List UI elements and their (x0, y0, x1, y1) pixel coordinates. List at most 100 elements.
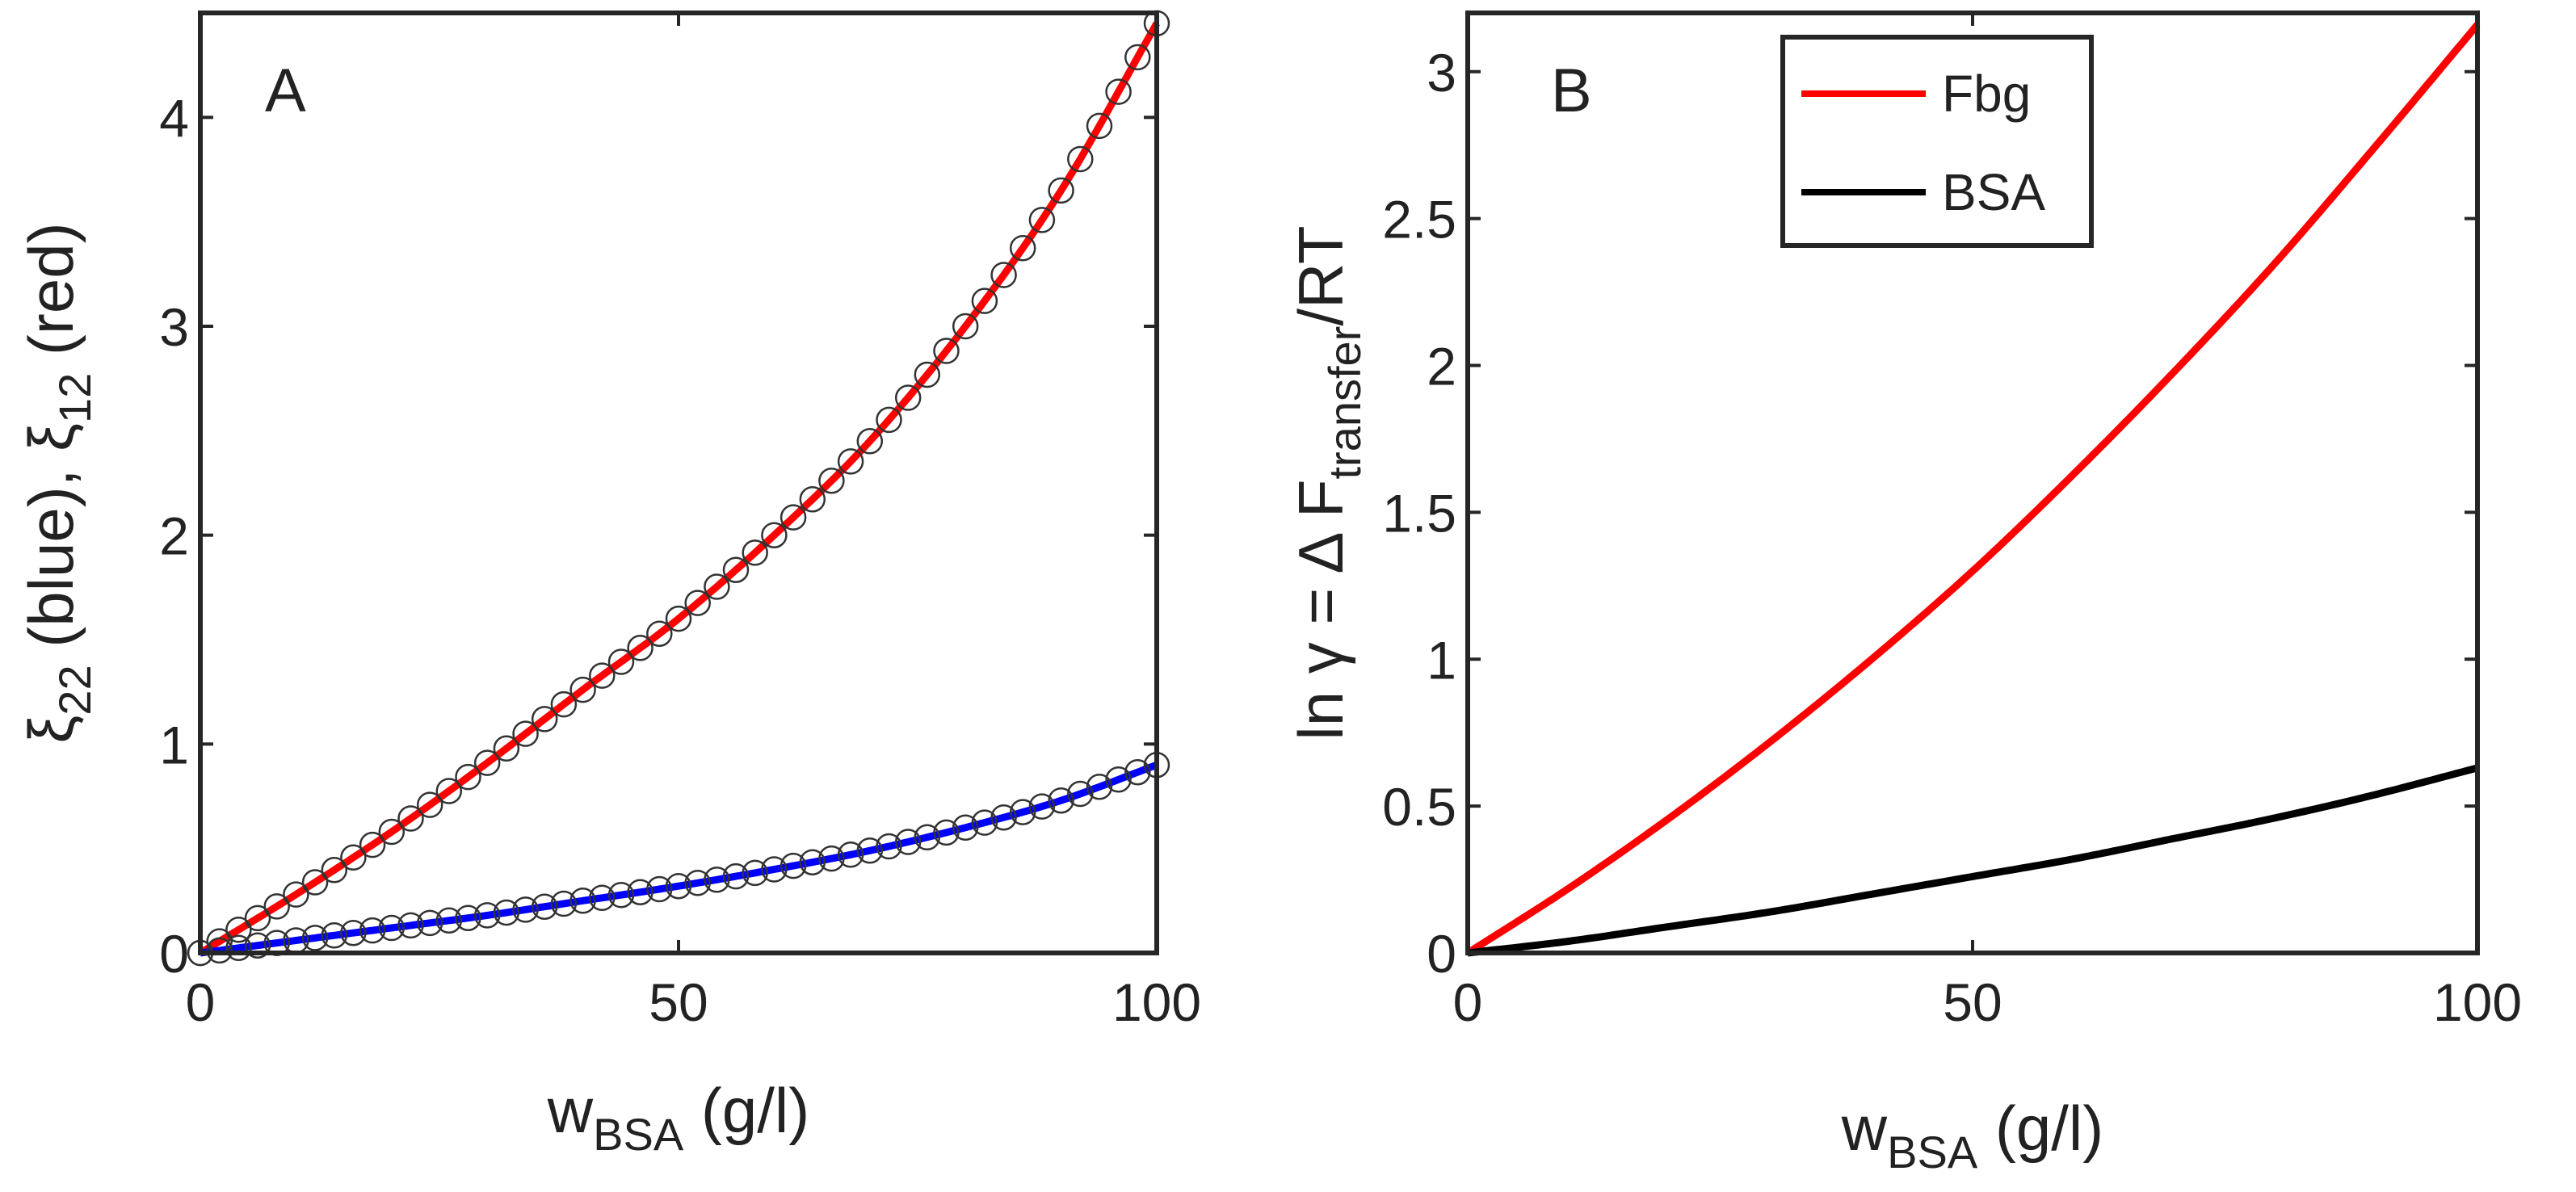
panel-a-y-label-mid: (blue), (15, 451, 86, 665)
panel-a-data-point-marker (225, 917, 252, 943)
panel-a-y-label-sub2: 12 (49, 373, 100, 423)
panel-a-data-point-marker (321, 922, 348, 949)
panel-a-data-point-marker (589, 662, 616, 689)
panel-a-data-point-marker (799, 849, 826, 875)
panel-b-y-label-sub: transfer (1319, 326, 1370, 480)
panel-a-data-point-marker (473, 749, 501, 776)
panel-a-data-point-marker (378, 818, 406, 846)
panel-a-data-point-marker (435, 778, 463, 804)
panel-a-data-point-marker (742, 539, 768, 566)
panel-b-y-label-pre: ln γ = Δ F (1285, 480, 1356, 741)
panel-a-data-point-marker (646, 620, 673, 647)
panel-a-data-point-marker (933, 338, 960, 364)
panel-a-data-point-marker (493, 735, 520, 762)
panel-a-data-point-marker (818, 845, 845, 872)
panel-b-y-tick-label: 2.5 (1382, 190, 1456, 250)
panel-a-data-point-marker (1086, 112, 1113, 140)
panel-a-x-tick-label: 50 (649, 972, 708, 1032)
panel-b-series-fbg-line (1465, 22, 2481, 956)
panel-a-data-point-marker (607, 648, 635, 675)
panel-a-y-tick-label: 2 (159, 506, 189, 566)
panel-b-y-tick-label: 0.5 (1382, 777, 1456, 837)
panel-a-data-point-marker (1009, 799, 1036, 825)
panel-a-data-point-marker (531, 706, 558, 732)
panel-a-data-point-marker (435, 907, 463, 934)
panel-b-x-axis-label-sub: BSA (1887, 1127, 1978, 1177)
panel-a-data-point-marker (531, 893, 558, 920)
panel-a-data-point-marker (301, 869, 329, 896)
panel-a-y-tick-label: 0 (159, 924, 189, 984)
panel-b-x-axis-label: wBSA (g/l) (1841, 1093, 2103, 1177)
panel-a-y-label-xi1: ξ (15, 716, 86, 744)
panel-a-data-point-marker (627, 635, 653, 661)
panel-b-x-tick-label: 0 (1453, 972, 1483, 1032)
panel-a-y-label-end: (red) (15, 222, 86, 372)
panel-a-data-point-marker (416, 791, 443, 818)
panel-b-y-tick-label: 3 (1427, 43, 1456, 103)
panel-a-data-point-marker (914, 361, 941, 388)
panel-a-data-point-marker (894, 829, 922, 855)
panel-b-y-axis-label: ln γ = Δ Ftransfer/RT (1285, 225, 1370, 740)
panel-b-y-tick-label: 0 (1427, 924, 1456, 984)
panel-a-data-point-marker (569, 888, 596, 914)
panel-a-data-point-marker (397, 805, 424, 832)
legend-label-bsa: BSA (1942, 163, 2045, 221)
panel-a-data-point-marker (359, 831, 386, 858)
panel-a-data-point-marker (665, 605, 692, 632)
panel-a-data-point-marker (340, 919, 367, 946)
panel-a-data-point-marker (263, 893, 290, 920)
panel-a-data-point-marker (646, 875, 673, 903)
panel-a-data-point-marker (397, 912, 424, 939)
panel-a-x-tick-label: 0 (186, 972, 216, 1032)
panel-b-y-tick-label: 1.5 (1382, 483, 1456, 543)
panel-a-data-point-marker (569, 676, 596, 703)
panel-a-data-point-marker (761, 856, 788, 883)
panel-a-y-label-sub1: 22 (49, 665, 100, 715)
panel-a-data-point-marker (1067, 780, 1094, 808)
panel-a-letter: A (265, 57, 306, 125)
panel-a-data-point-marker (1124, 44, 1151, 71)
panel-a-data-point-marker (780, 852, 807, 879)
panel-a-y-tick-label: 1 (159, 715, 189, 774)
panel-a-data-point-marker (722, 863, 750, 890)
panel-a-x-tick-label: 100 (1112, 972, 1201, 1032)
panel-b-x-tick-label: 100 (2433, 972, 2522, 1032)
panel-a-y-tick-label: 4 (159, 88, 189, 148)
panel-a-data-point-marker (283, 881, 309, 908)
panel-a-data-point-marker (837, 448, 864, 475)
panel-a-x-axis-label-rest: (g/l) (683, 1075, 809, 1146)
panel-b-y-tick-label: 2 (1427, 337, 1456, 397)
legend-label-fbg: Fbg (1942, 65, 2031, 123)
panel-a-data-point-marker (1028, 207, 1056, 233)
panel-a-data-point-marker (952, 814, 979, 842)
panel-a-data-point-marker (627, 879, 653, 905)
panel-a-y-tick-label: 3 (159, 297, 189, 357)
panel-b-legend: Fbg BSA (1780, 35, 2094, 248)
panel-a-data-point-marker (952, 313, 979, 340)
panel-a-data-point-marker (589, 884, 616, 912)
panel-a-data-point-marker (512, 720, 539, 747)
panel-a-data-point-marker (761, 522, 788, 548)
panel-a-data-point-marker (473, 902, 501, 929)
panel-a-data-point-marker (1105, 766, 1132, 793)
panel-a-data-point-marker (378, 914, 406, 942)
panel-a-data-point-marker (455, 904, 481, 931)
panel-a-data-point-marker (244, 932, 271, 959)
panel-a-data-point-marker (1048, 787, 1074, 814)
panel-a-data-point-marker (914, 824, 941, 851)
panel-b-x-axis-label-rest: (g/l) (1977, 1093, 2103, 1164)
panel-a-data-point-marker (971, 288, 998, 314)
panel-a-data-point-marker (856, 428, 884, 455)
panel-a-data-point-marker (876, 406, 902, 434)
panel-a-data-point-marker (1105, 78, 1132, 105)
panel-a-data-point-marker (933, 819, 960, 846)
panel-a-data-point-marker (321, 857, 348, 884)
panel-a-data-point-marker (1067, 145, 1094, 173)
panel-a-data-point-marker (244, 904, 271, 932)
panel-a-data-point-marker (512, 896, 539, 923)
panel-a-data-point-marker (550, 890, 578, 917)
panel-a-data-point-marker (837, 842, 864, 868)
